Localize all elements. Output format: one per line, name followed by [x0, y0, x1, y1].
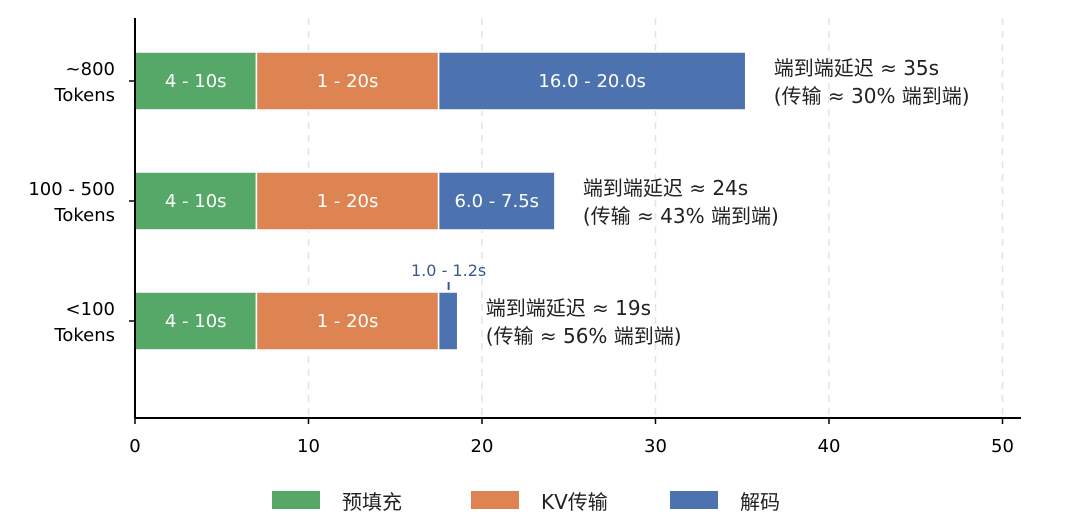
legend-item-decode: 解码 [670, 482, 780, 518]
bar-segment-label: 4 - 10s [165, 311, 227, 332]
latency-annotation: 端到端延迟 ≈ 24s [583, 176, 748, 200]
bar-segment [437, 171, 556, 231]
x-tick-label: 50 [991, 436, 1014, 457]
legend-swatch-decode [670, 491, 718, 509]
bar-segment [255, 171, 440, 231]
bar-segment [437, 291, 459, 351]
bar-segment [134, 291, 258, 351]
chart-area: 4 - 10s 1 - 20s 16.0 - 20.0s 4 - 10s 1 - 20s… [28, 18, 1021, 457]
y-tick-label: Tokens [53, 85, 115, 106]
legend-swatch-prefill [272, 491, 320, 509]
x-tick-label: 10 [297, 436, 320, 457]
y-tick-label: ~800 [66, 59, 115, 80]
bar-segment [255, 291, 440, 351]
bar-segment [134, 171, 258, 231]
bar-segment-label: 4 - 10s [165, 191, 227, 212]
y-tick-label: Tokens [53, 325, 115, 346]
bar-segment-label: 1 - 20s [317, 311, 379, 332]
bars: 4 - 10s 1 - 20s 16.0 - 20.0s 4 - 10s 1 - 20s… [134, 51, 747, 351]
transfer-share-annotation: (传输 ≈ 30% 端到端) [774, 84, 970, 108]
bar-segment [437, 51, 747, 111]
x-tick-label: 40 [818, 436, 841, 457]
transfer-share-annotation: (传输 ≈ 56% 端到端) [486, 324, 682, 348]
legend-swatch-kv-transfer [471, 491, 519, 509]
legend-item-prefill: 预填充 [272, 482, 402, 518]
annotations: 端到端延迟 ≈ 35s (传输 ≈ 30% 端到端) 端到端延迟 ≈ 24s (传输 … [486, 56, 970, 348]
legend-label-prefill: 预填充 [342, 489, 402, 514]
latency-annotation: 端到端延迟 ≈ 35s [774, 56, 939, 80]
x-tick-label: 20 [471, 436, 494, 457]
legend-label-kv-transfer: KV传输 [541, 489, 608, 514]
legend-item-kv-transfer: KV传输 [471, 482, 608, 518]
y-tick-label: <100 [66, 299, 115, 320]
x-tick-label: 30 [644, 436, 667, 457]
bar-segment-label: 16.0 - 20.0s [538, 71, 645, 92]
bar-segment-label: 4 - 10s [165, 71, 227, 92]
axes: 0 10 20 30 40 50 ~800 Tokens 100 - 500 Tokens <100… [28, 18, 1021, 457]
legend-label-decode: 解码 [740, 489, 780, 514]
bar-segment-label: 1 - 20s [317, 71, 379, 92]
latency-annotation: 端到端延迟 ≈ 19s [486, 296, 651, 320]
bar-segment [134, 51, 258, 111]
x-tick-label: 0 [129, 436, 140, 457]
y-tick-label: 100 - 500 [28, 179, 115, 200]
transfer-share-annotation: (传输 ≈ 43% 端到端) [583, 204, 779, 228]
legend: 预填充 KV传输 解码 [0, 482, 1080, 518]
bar-segment-label: 6.0 - 7.5s [454, 191, 539, 212]
bar-segment-label: 1.0 - 1.2s [411, 261, 486, 280]
bar-segment-label: 1 - 20s [317, 191, 379, 212]
y-tick-label: Tokens [53, 205, 115, 226]
